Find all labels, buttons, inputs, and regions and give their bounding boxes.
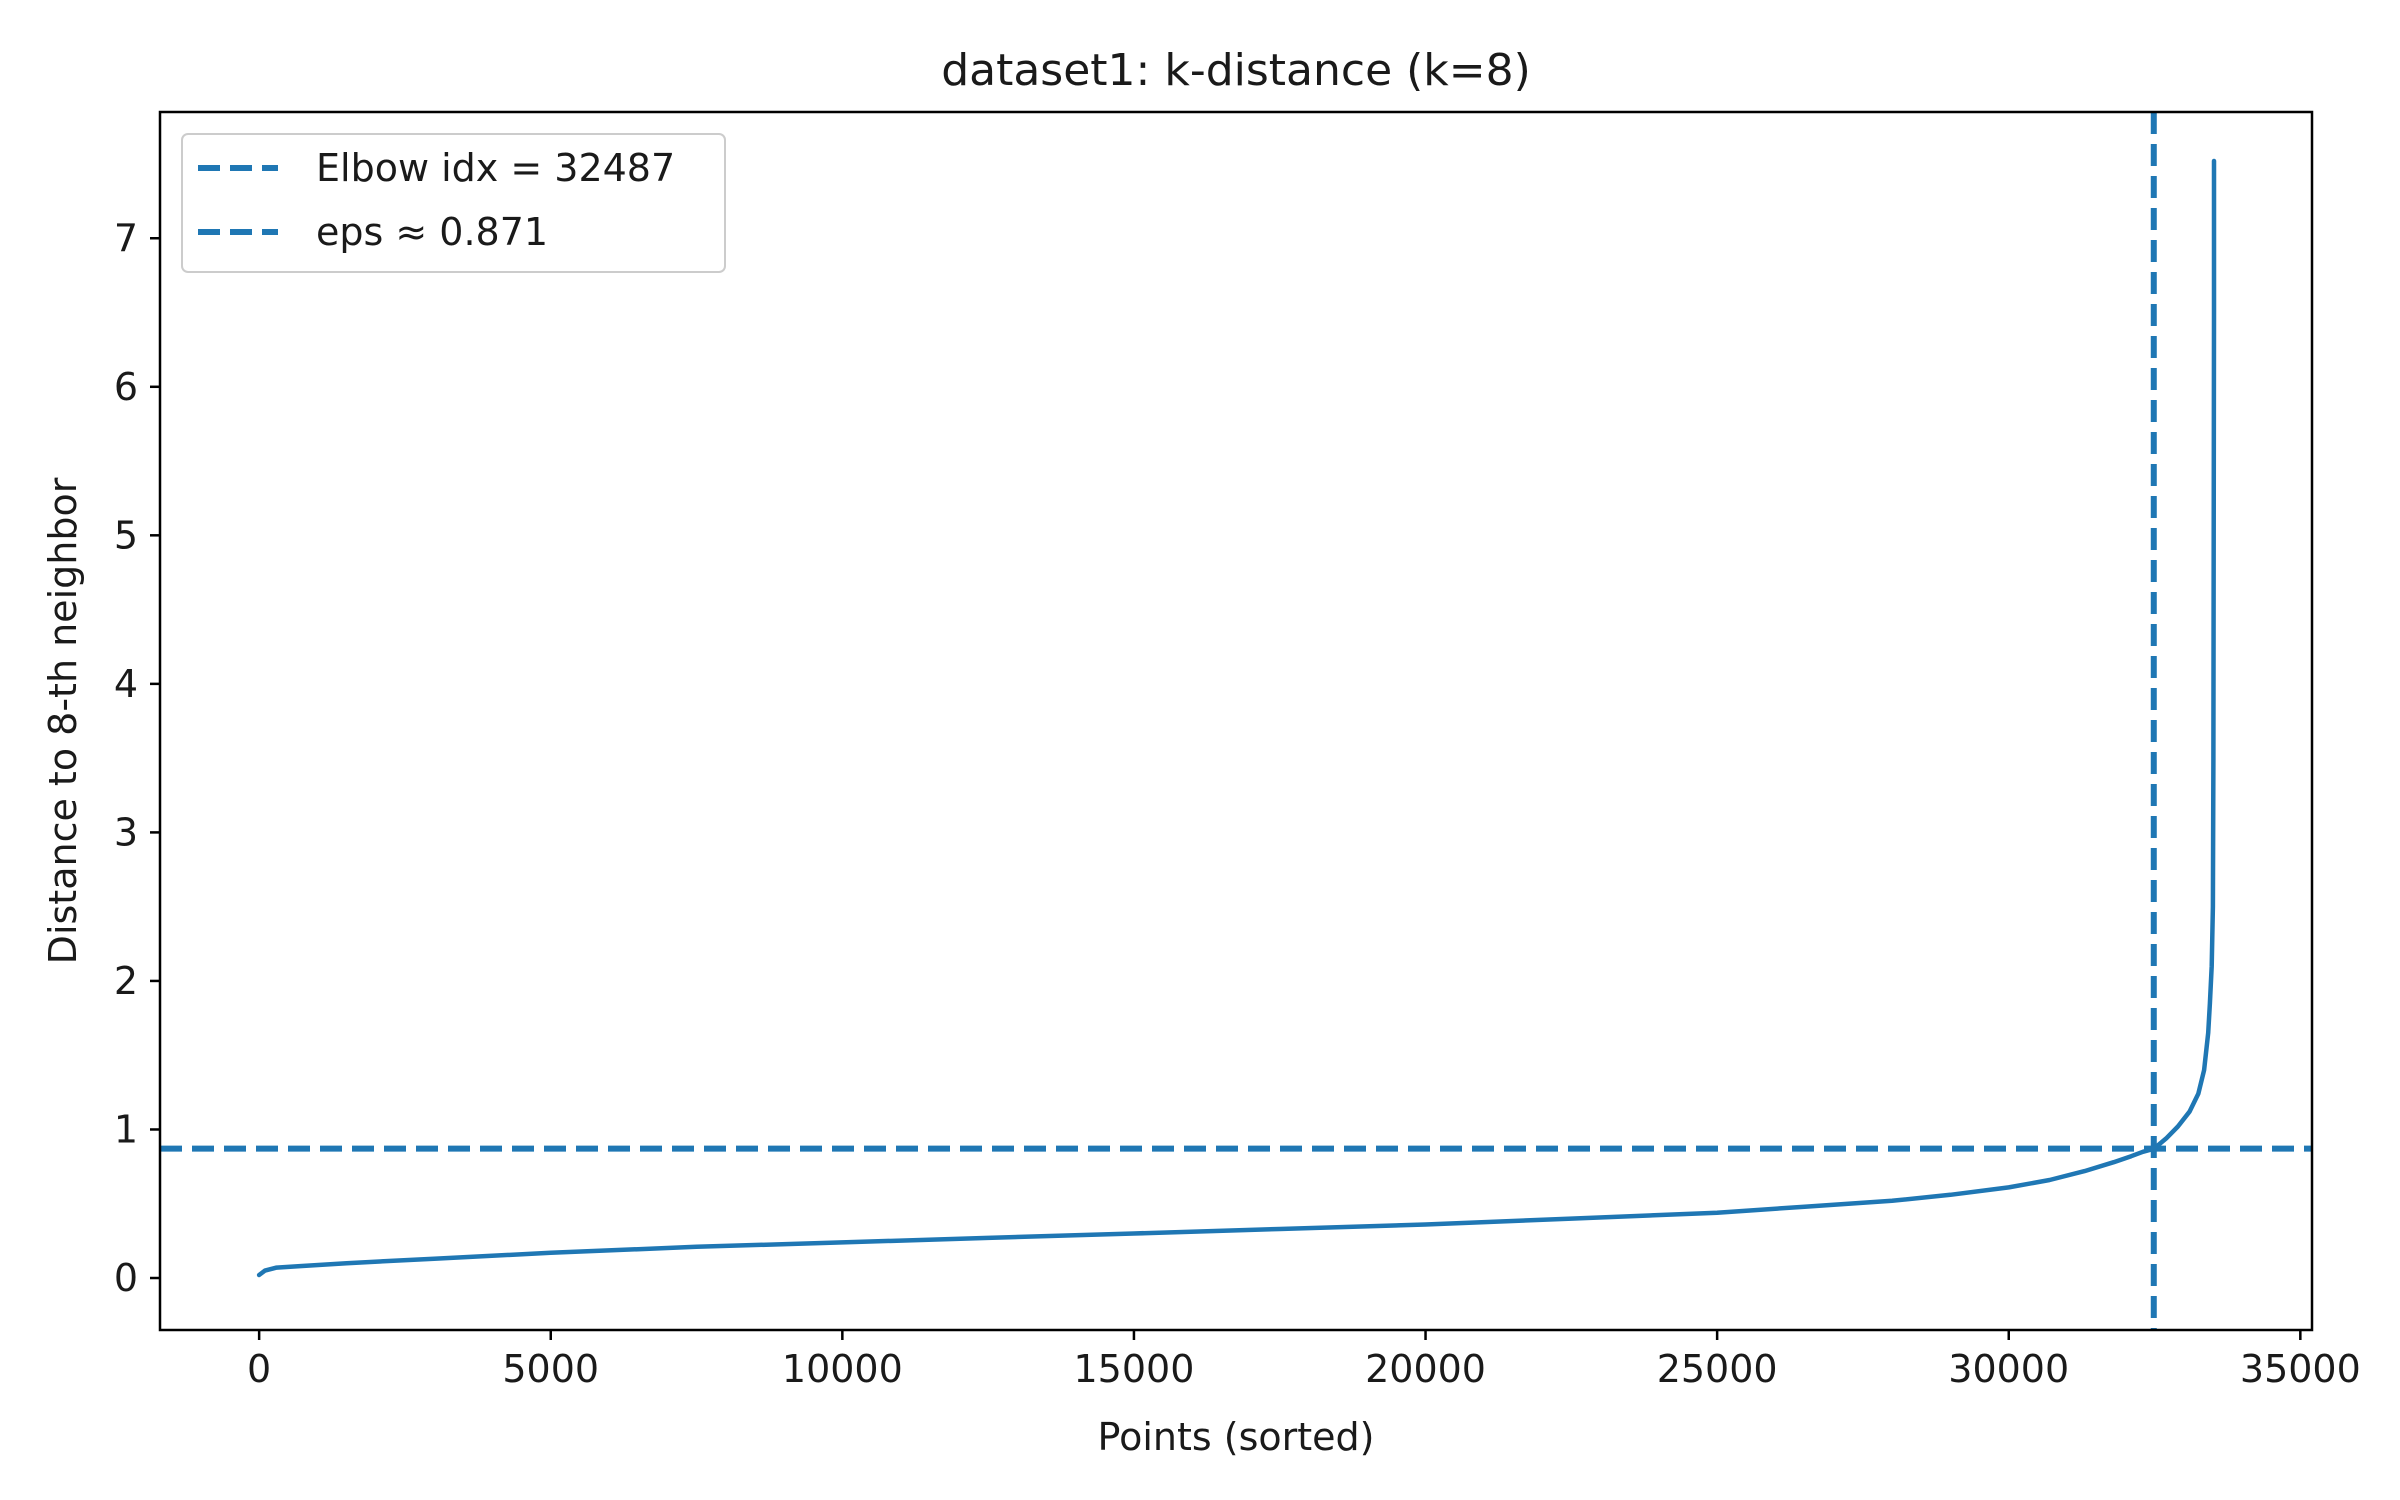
y-tick-label: 0 — [114, 1256, 138, 1300]
x-tick-label: 5000 — [502, 1347, 599, 1391]
legend-label-eps: eps ≈ 0.871 — [316, 210, 548, 254]
x-tick-label: 25000 — [1657, 1347, 1778, 1391]
y-tick-label: 4 — [114, 662, 138, 706]
x-tick-label: 35000 — [2240, 1347, 2361, 1391]
y-tick-label: 5 — [114, 513, 138, 557]
chart-title: dataset1: k-distance (k=8) — [941, 45, 1531, 96]
x-tick-label: 30000 — [1948, 1347, 2069, 1391]
legend-label-elbow: Elbow idx = 32487 — [316, 146, 675, 190]
reference-lines — [160, 112, 2312, 1330]
x-tick-label: 0 — [247, 1347, 271, 1391]
y-tick-label: 3 — [114, 810, 138, 854]
x-axis-ticks: 0 5000 10000 15000 20000 25000 30000 35000 — [247, 1330, 2361, 1391]
axes-frame — [158, 110, 2314, 1332]
data-series — [256, 158, 2217, 1278]
y-tick-label: 6 — [114, 365, 138, 409]
x-tick-label: 10000 — [782, 1347, 903, 1391]
y-tick-label: 2 — [114, 959, 138, 1003]
x-tick-label: 15000 — [1073, 1347, 1194, 1391]
legend: Elbow idx = 32487 eps ≈ 0.871 — [181, 133, 726, 273]
y-tick-label: 1 — [114, 1107, 138, 1151]
y-axis-ticks: 0 1 2 3 4 5 6 7 — [114, 216, 160, 1300]
k-distance-line — [256, 158, 2217, 1278]
y-axis-label: Distance to 8-th neighbor — [41, 477, 85, 964]
x-tick-label: 20000 — [1365, 1347, 1486, 1391]
x-axis-label: Points (sorted) — [1098, 1415, 1375, 1459]
y-tick-label: 7 — [114, 216, 138, 260]
legend-box — [181, 133, 726, 273]
